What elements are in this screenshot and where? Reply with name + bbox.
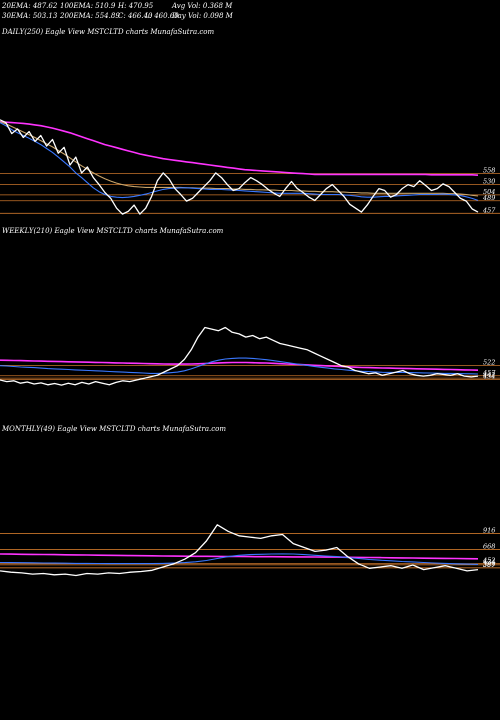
series-ema-short xyxy=(0,122,479,201)
level-label-389: 389 xyxy=(483,561,495,569)
level-label-457: 457 xyxy=(482,206,496,214)
series-ema-short xyxy=(0,357,479,375)
series-ema-long xyxy=(0,121,479,176)
series-price xyxy=(0,524,479,577)
day-vol-value: Day Vol: 0.098 M xyxy=(172,12,233,20)
high-value: H: 470.95 xyxy=(118,2,154,10)
level-label-489: 489 xyxy=(482,194,495,202)
level-label-387: 387 xyxy=(483,561,496,569)
avg-vol-value: Avg Vol: 0.368 M xyxy=(172,2,233,10)
level-label-452: 452 xyxy=(482,557,495,565)
level-label-504: 504 xyxy=(483,188,495,196)
series-price xyxy=(0,326,479,386)
level-label-668: 668 xyxy=(483,543,495,551)
weekly-chart-title: WEEKLY(210) Eagle View MSTCLTD charts Mu… xyxy=(2,227,224,235)
ema200-value: 200EMA: 554.89 xyxy=(60,12,120,20)
level-label-558: 558 xyxy=(483,167,495,175)
level-label-434: 434 xyxy=(482,558,495,566)
monthly-chart-title: MONTHLY(49) Eagle View MSTCLTD charts Mu… xyxy=(2,425,227,433)
level-label-457: 457 xyxy=(482,369,496,377)
level-label-530: 530 xyxy=(483,178,495,186)
ema100-value: 100EMA: 510.9 xyxy=(60,2,116,10)
series-price xyxy=(0,119,479,215)
series-ema-short xyxy=(0,553,479,565)
ema20-value: 20EMA: 487.62 xyxy=(2,2,58,10)
daily-chart-title: DAILY(250) Eagle View MSTCLTD charts Mun… xyxy=(2,28,215,36)
level-label-522: 522 xyxy=(483,358,495,366)
low-value: L: 460.60 xyxy=(145,12,179,20)
ema30-value: 30EMA: 503.13 xyxy=(2,12,58,20)
level-label-916: 916 xyxy=(483,526,495,534)
level-label-442: 442 xyxy=(482,371,495,379)
series-ema-long xyxy=(0,553,479,560)
level-label-434: 434 xyxy=(482,372,495,380)
close-value: C: 466.40 xyxy=(118,12,153,20)
series-ema-long xyxy=(0,359,479,371)
